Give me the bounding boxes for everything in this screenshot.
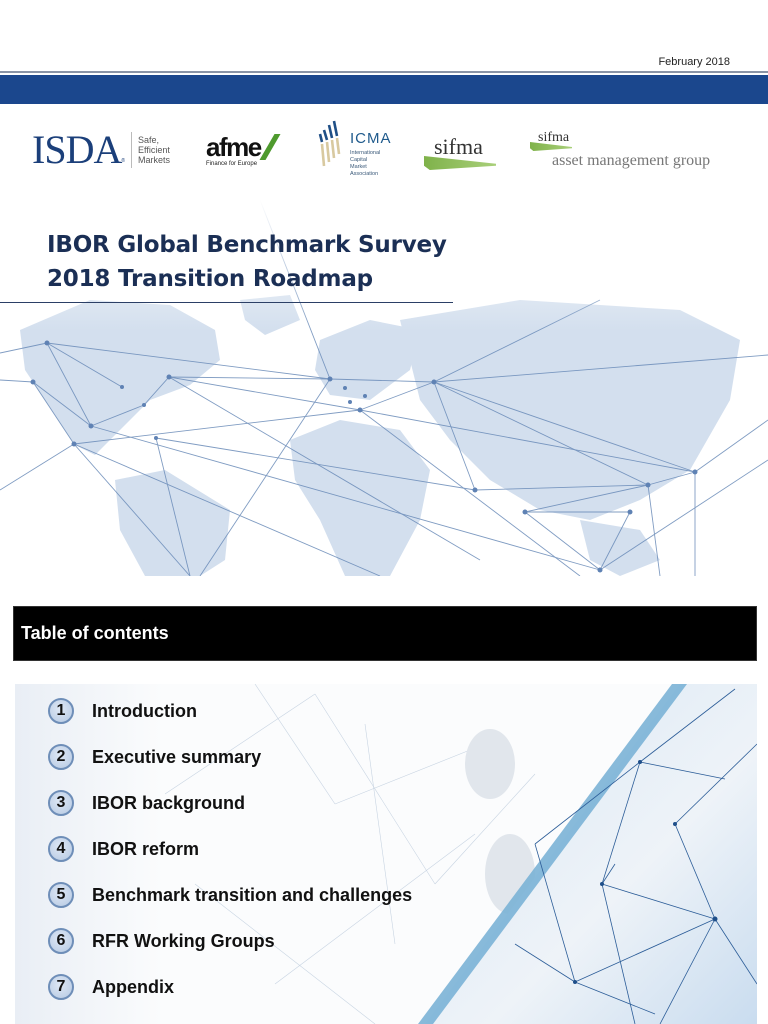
header-band [0,75,768,104]
isda-tagline-line: Markets [138,155,171,165]
section-number-badge: 5 [48,882,74,908]
world-network-map [0,200,768,576]
section-number-badge: 7 [48,974,74,1000]
toc-panel: 1 Introduction 2 Executive summary 3 IBO… [15,684,757,1024]
document-title: IBOR Global Benchmark Survey 2018 Transi… [47,228,447,296]
title-underline [0,302,453,303]
toc-item-label: IBOR reform [92,838,200,859]
icma-bars-icon [318,120,341,167]
sifma-amg-subtitle: asset management group [552,152,711,169]
toc-item-rfr-working-groups[interactable]: 6 RFR Working Groups [48,918,412,964]
partner-logos: ISDA ® Safe, Efficient Markets afme Fina… [0,112,768,192]
toc-item-ibor-background[interactable]: 3 IBOR background [48,780,412,826]
section-number-badge: 1 [48,698,74,724]
title-line-1: IBOR Global Benchmark Survey [47,232,447,258]
toc-item-label: RFR Working Groups [92,930,275,951]
network-background-icon [15,684,757,1024]
afme-wordmark: afme [206,132,262,162]
section-number-badge: 2 [48,744,74,770]
icma-tagline-line: Association [350,171,379,177]
isda-tagline-line: Efficient [138,145,170,155]
sifma-amg-logo: sifma asset management group [530,130,740,170]
afme-logo: afme Finance for Europe [206,132,281,167]
toc-item-introduction[interactable]: 1 Introduction [48,688,412,734]
isda-logo: ISDA ® Safe, Efficient Markets [32,130,170,170]
toc-item-label: Introduction [92,700,197,721]
sifma-amg-wordmark: sifma [538,130,570,145]
section-number-badge: 4 [48,836,74,862]
toc-item-label: Appendix [92,976,175,997]
toc-header-bar: Table of contents [13,606,757,661]
icma-tagline-line: Capital [350,157,368,163]
toc-item-executive-summary[interactable]: 2 Executive summary [48,734,412,780]
toc-item-label: Benchmark transition and challenges [92,884,413,905]
publication-date: February 2018 [658,56,730,68]
logo-separator [131,132,133,168]
world-map-icon [0,200,768,576]
sifma-wordmark: sifma [434,134,483,159]
registered-mark: ® [121,158,126,164]
toc-item-label: IBOR background [92,792,246,813]
toc-item-appendix[interactable]: 7 Appendix [48,964,412,1010]
section-number-badge: 6 [48,928,74,954]
isda-tagline-line: Safe, [138,135,160,145]
toc-list: 1 Introduction 2 Executive summary 3 IBO… [48,688,412,1010]
icma-tagline: International Capital Market Association [350,150,410,178]
afme-tagline: Finance for Europe [206,161,258,167]
icma-tagline-line: International [350,150,381,156]
toc-item-benchmark-transition[interactable]: 5 Benchmark transition and challenges [48,872,412,918]
title-line-2: 2018 Transition Roadmap [47,266,373,292]
sifma-amg-swoosh-icon [530,142,572,151]
toc-item-ibor-reform[interactable]: 4 IBOR reform [48,826,412,872]
isda-wordmark: ISDA [32,127,122,172]
isda-tagline: Safe, Efficient Markets [138,135,170,165]
icma-tagline-line: Market [350,164,367,170]
sifma-logo: sifma [424,134,504,174]
section-number-badge: 3 [48,790,74,816]
toc-item-label: Executive summary [92,746,262,767]
icma-wordmark: ICMA [350,130,392,147]
toc-heading: Table of contents [21,623,169,643]
afme-slash-icon [259,134,281,160]
header-rule [0,71,768,73]
